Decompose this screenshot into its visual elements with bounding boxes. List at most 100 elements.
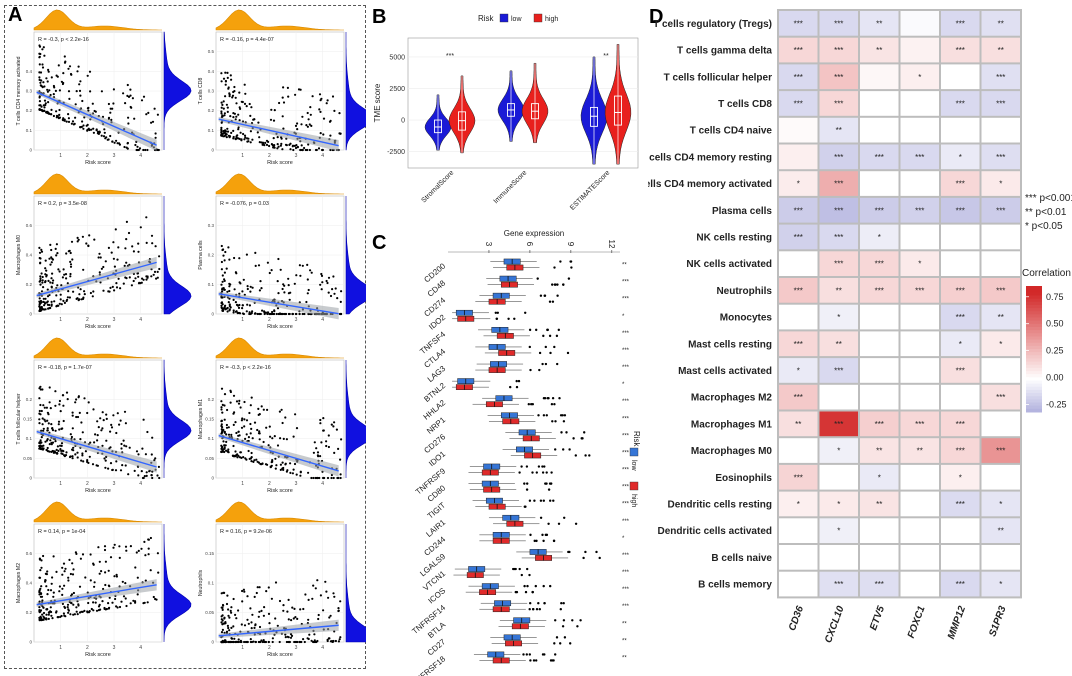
x-tick-label: 2 (86, 153, 89, 159)
scatter-point (294, 616, 297, 619)
scatter-point (333, 421, 336, 424)
scatter-point (307, 618, 310, 621)
scatter-point (235, 431, 238, 435)
heatmap-cell (860, 571, 899, 597)
scatter-point (220, 304, 223, 307)
scatter-point (258, 432, 261, 435)
scatter-point (47, 68, 50, 71)
scatter-point (44, 267, 47, 270)
cell-significance: * (878, 233, 881, 242)
outlier-point (557, 522, 561, 525)
legend-swatch-low (629, 447, 639, 457)
cell-significance: ** (876, 447, 882, 456)
scatter-point (76, 415, 80, 419)
scatter-point (227, 86, 230, 89)
scatter-point (107, 602, 110, 605)
y-tick-label: 0.2 (26, 397, 33, 402)
heatmap-cell (900, 518, 939, 543)
scatter-point (267, 640, 270, 644)
outlier-point (574, 522, 578, 525)
heatmap-cell (941, 304, 980, 330)
scatter-point (337, 607, 340, 610)
scatter-point (105, 417, 108, 420)
scatter-point (76, 456, 79, 459)
scatter-point (105, 439, 108, 442)
scatter-point (266, 463, 269, 466)
outlier-point (541, 471, 545, 474)
scatter-point (290, 619, 293, 622)
scatter-point (123, 410, 127, 413)
outlier-point (551, 420, 554, 423)
scatter-point (263, 606, 266, 609)
scatter-point (45, 618, 48, 621)
significance-mark: ** (622, 263, 627, 269)
regression-line (218, 118, 339, 147)
scatter-point (326, 99, 329, 102)
correlation-stat: R = 0.14, p = 1e-04 (38, 529, 85, 535)
scatter-point (65, 277, 68, 280)
scatter-point (259, 462, 262, 466)
scatter-point (281, 461, 284, 464)
cell-significance: * (999, 580, 1002, 589)
scatter-point (50, 76, 53, 79)
right-density-area (345, 32, 366, 151)
scatter-point (123, 145, 126, 149)
scatter-point (48, 401, 51, 404)
scatter-point (120, 447, 123, 450)
scatter-point (226, 71, 229, 74)
outlier-point (542, 539, 545, 543)
scatter-point (42, 300, 45, 303)
scatter-point (41, 48, 44, 51)
scatter-point (231, 94, 235, 97)
scatter-point (72, 591, 75, 595)
scatter-point (84, 450, 87, 453)
scatter-point (92, 609, 95, 612)
scatter-point (47, 422, 50, 425)
scatter-point (69, 572, 72, 576)
outlier-point (531, 590, 534, 594)
scatter-point (124, 464, 127, 467)
scatter-point (339, 636, 342, 639)
scatter-point (235, 102, 238, 105)
scatter-point (55, 305, 58, 308)
scatter-point (221, 411, 224, 414)
scatter-point (99, 608, 102, 611)
scatter-point (151, 476, 154, 480)
row-label: T cells CD4 memory resting (648, 152, 772, 163)
scatter-point (258, 610, 261, 613)
scatter-point (158, 476, 161, 480)
outlier-point (535, 471, 538, 474)
scatter-point (52, 555, 55, 558)
outlier-point (556, 294, 559, 297)
scatter-point (82, 268, 85, 271)
scatter-point (242, 132, 245, 136)
outlier-point (525, 488, 529, 491)
scatter-point (62, 72, 65, 75)
colorbar-segment (1026, 295, 1042, 300)
outlier-point (515, 590, 519, 594)
scatter-point (47, 70, 50, 73)
scatter-point (49, 439, 52, 442)
scatter-point (226, 76, 229, 79)
scatter-point (49, 263, 52, 266)
scatter-point (283, 284, 286, 287)
scatter-point (67, 117, 70, 120)
scatter-point (312, 451, 315, 454)
heatmap-cell (819, 571, 858, 597)
scatter-point (296, 617, 299, 621)
scatter-point (63, 61, 67, 64)
top-density-area (215, 501, 344, 523)
scatter-point (280, 142, 283, 145)
scatter-point (82, 124, 85, 127)
scatter-point (303, 146, 306, 150)
scatter-point (226, 106, 229, 109)
scatter-point (65, 252, 68, 255)
scatter-point (221, 608, 224, 612)
scatter-point (58, 113, 61, 116)
outlier-point (523, 584, 526, 588)
heatmap-cell (900, 117, 939, 143)
scatter-point (72, 446, 75, 449)
scatter-point (157, 571, 160, 574)
scatter-point (263, 312, 266, 316)
x-tick-label: 3 (484, 242, 493, 247)
